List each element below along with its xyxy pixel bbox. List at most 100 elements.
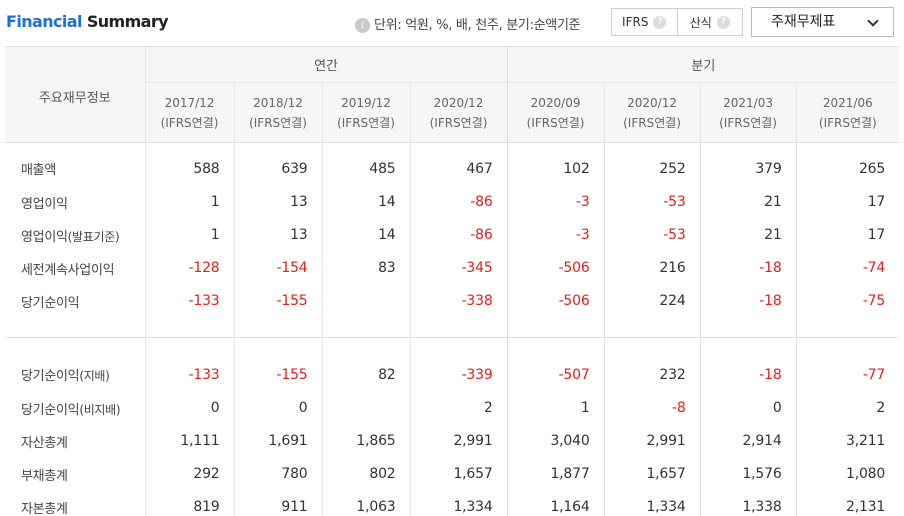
value-cell: 780 [233, 457, 322, 491]
row-label: 부채총계 [5, 458, 145, 491]
value-cell: 1 [144, 218, 234, 252]
period-date: 2020/09 [530, 95, 581, 110]
spacer-cell [144, 317, 234, 338]
value-cell: 2 [409, 391, 508, 425]
table-row: 부채총계 292 780 802 1,657 1,877 1,657 1,576 1,080 [5, 457, 900, 491]
value-cell: 83 [321, 251, 410, 285]
row-label-text: 당기순이익 [21, 295, 80, 311]
value-cell: 216 [603, 251, 701, 285]
table-row: 영업이익 1 13 14 -86 -3 -53 21 17 [5, 185, 900, 219]
row-label-suffix: (지배) [79, 369, 110, 383]
value-cell: -74 [795, 251, 900, 285]
spacer-cell [233, 337, 322, 349]
row-label: 영업이익 [5, 186, 145, 219]
value-cell: 224 [603, 284, 701, 318]
spacer-cell [699, 317, 797, 338]
value-cell: 102 [506, 142, 605, 186]
value-cell: -339 [409, 348, 508, 392]
value-cell: 1,338 [699, 490, 797, 516]
table-row: 자본총계 819 911 1,063 1,334 1,164 1,334 1,338 2,131 [5, 490, 900, 516]
value-cell: 0 [233, 391, 322, 425]
value-cell: 14 [321, 185, 410, 219]
table-row: 자산총계 1,111 1,691 1,865 2,991 3,040 2,991 2,914 3… [5, 424, 900, 458]
unit-text: 단위: 억원, %, 배, 천주, 분기:순액기준 [374, 18, 581, 33]
value-cell: 1,576 [699, 457, 797, 491]
value-cell: -133 [144, 284, 234, 318]
period-header: 2021/06 (IFRS연결) [795, 82, 900, 143]
value-cell: 82 [321, 348, 410, 392]
period-header-row: 2017/12 (IFRS연결) 2018/12 (IFRS연결) 2019/12 (IF… [5, 82, 900, 143]
row-label: 당기순이익(지배) [5, 349, 145, 392]
value-cell: 2 [795, 391, 900, 425]
period-date: 2021/03 [723, 95, 773, 110]
value-cell: 21 [699, 218, 797, 252]
help-icon[interactable]: ? [653, 15, 667, 29]
period-basis: (IFRS연결) [623, 115, 681, 130]
period-header: 2020/09 (IFRS연결) [506, 82, 605, 143]
period-date: 2020/12 [433, 95, 484, 110]
spacer-row [5, 337, 900, 349]
value-cell: 3,040 [506, 424, 605, 458]
spacer-cell [603, 317, 701, 338]
spacer-cell [5, 317, 145, 338]
formula-option[interactable]: 산식 ? [676, 9, 743, 35]
value-cell: 802 [321, 457, 410, 491]
table-row: 당기순이익(지배) -133 -155 82 -339 -507 232 -18 -77 [5, 348, 900, 392]
ifrs-option[interactable]: IFRS ? [612, 9, 677, 35]
value-cell: -75 [795, 284, 900, 318]
period-date: 2018/12 [253, 95, 303, 110]
row-label: 자본총계 [5, 491, 145, 516]
spacer-cell [795, 317, 900, 338]
section-title: Financial Summary [6, 12, 169, 31]
value-cell: 819 [144, 490, 234, 516]
table-row: 매출액 588 639 485 467 102 252 379 265 [5, 142, 900, 186]
statement-type-select[interactable]: 주재무제표 [751, 7, 894, 37]
row-header: 주요재무정보 [5, 46, 145, 143]
value-cell: 2,991 [409, 424, 508, 458]
value-cell: 17 [795, 185, 900, 219]
period-basis: (IFRS연결) [249, 115, 307, 130]
value-cell: -507 [506, 348, 605, 392]
row-label-text: 부채총계 [21, 468, 68, 484]
spacer-cell [409, 317, 508, 338]
value-cell: -18 [699, 348, 797, 392]
value-cell: -338 [409, 284, 508, 318]
value-cell: -86 [409, 185, 508, 219]
basis-toggle: IFRS ? 산식 ? [611, 8, 743, 36]
row-label: 매출액 [5, 143, 145, 186]
period-basis: (IFRS연결) [429, 115, 488, 130]
row-label-text: 세전계속사업이익 [21, 262, 115, 278]
value-cell: -128 [144, 251, 234, 285]
row-label: 당기순이익(비지배) [5, 392, 145, 425]
value-cell: 1,657 [603, 457, 701, 491]
row-label: 자산총계 [5, 425, 145, 458]
value-cell: 17 [795, 218, 900, 252]
period-date: 2017/12 [164, 95, 215, 110]
spacer-cell [506, 317, 605, 338]
period-header: 2019/12 (IFRS연결) [321, 82, 410, 143]
value-cell: 3,211 [795, 424, 900, 458]
info-icon[interactable]: i [355, 18, 370, 33]
row-label-text: 자본총계 [21, 501, 68, 516]
title-summary: Summary [86, 12, 169, 31]
spacer-cell [321, 317, 410, 338]
value-cell: -53 [603, 218, 701, 252]
value-cell: -133 [144, 348, 234, 392]
spacer-cell [699, 337, 797, 349]
table-body: 매출액 588 639 485 467 102 252 379 265 영업이익 1 13 14 -86-… [5, 142, 900, 516]
value-cell: 292 [144, 457, 234, 491]
period-date: 2019/12 [341, 95, 391, 110]
row-label: 영업이익(발표기준) [5, 219, 145, 252]
period-header: 2018/12 (IFRS연결) [233, 82, 322, 143]
help-icon[interactable]: ? [716, 15, 730, 29]
row-label-text: 매출액 [21, 163, 56, 179]
table-row: 당기순이익(비지배) 0 0 2 1 -8 0 2 [5, 391, 900, 425]
unit-note: i 단위: 억원, %, 배, 천주, 분기:순액기준 [355, 14, 581, 33]
value-cell: 13 [233, 185, 322, 219]
period-header: 2017/12 (IFRS연결) [144, 82, 234, 143]
period-header: 2020/12 (IFRS연결) [409, 82, 508, 143]
period-date: 2020/12 [627, 95, 677, 110]
value-cell [321, 391, 410, 425]
value-cell: -154 [233, 251, 322, 285]
table-row: 세전계속사업이익 -128 -154 83 -345 -506 216 -18 -74 [5, 251, 900, 285]
